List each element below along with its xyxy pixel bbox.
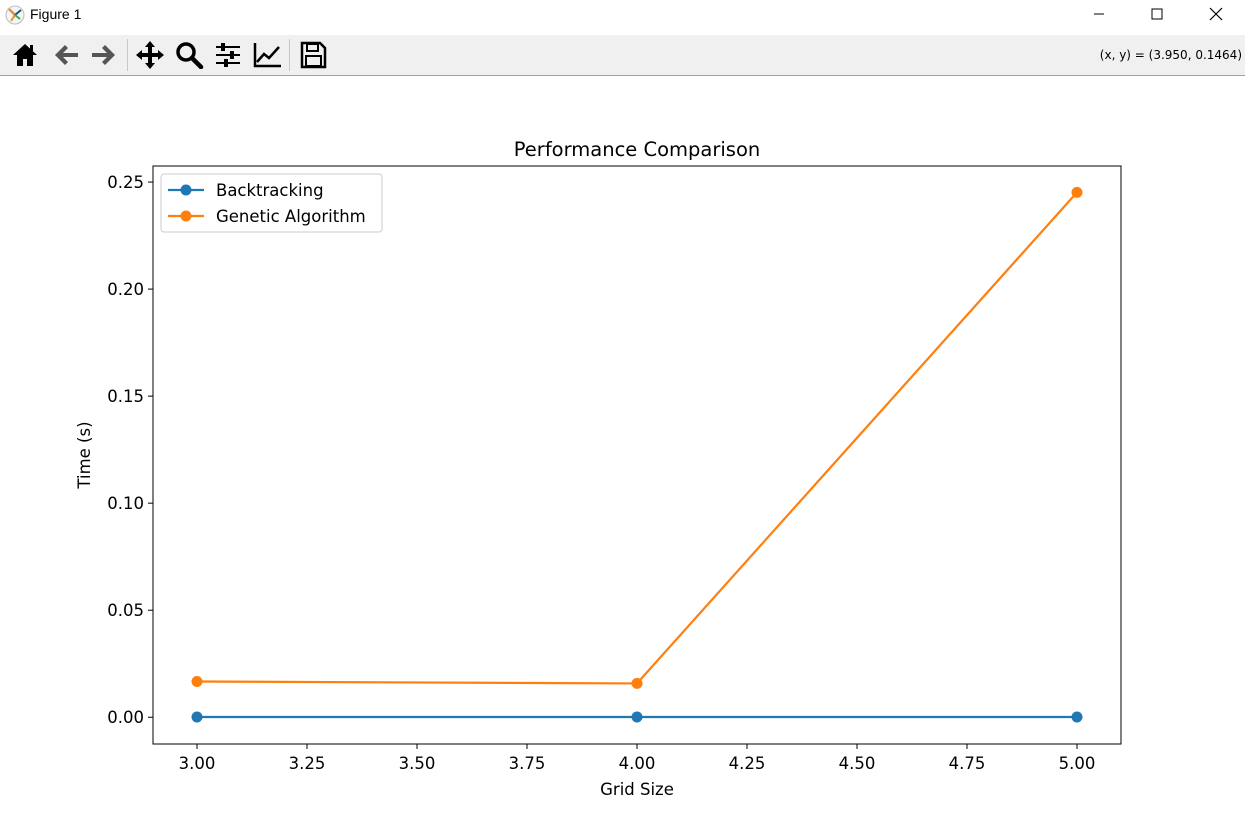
configure-subplots-icon — [216, 43, 240, 67]
toolbar-separator — [127, 39, 128, 71]
series-line — [196, 191, 1078, 685]
window-titlebar: Figure 1 — [0, 0, 1245, 30]
axes-frame — [152, 165, 1122, 745]
x-tick-label: 4.00 — [619, 754, 656, 773]
legend: Backtracking Genetic Algorithm — [160, 173, 383, 233]
legend-label: Backtracking — [216, 181, 324, 200]
back-button[interactable] — [49, 37, 83, 73]
data-point — [631, 711, 643, 723]
y-tick-label: 0.20 — [107, 280, 144, 299]
edit-axes-icon — [253, 43, 281, 68]
maximize-button[interactable] — [1128, 0, 1186, 30]
y-tick-label: 0.10 — [107, 494, 144, 513]
data-point — [191, 675, 203, 687]
close-button[interactable] — [1187, 0, 1245, 30]
y-axis-label: Time (s) — [75, 421, 94, 489]
y-tick-label: 0.00 — [107, 708, 144, 727]
x-tick-label: 3.50 — [399, 754, 436, 773]
home-icon — [13, 44, 37, 66]
close-icon — [1209, 7, 1223, 21]
legend-label: Genetic Algorithm — [216, 207, 366, 226]
zoom-magnifier-icon — [176, 42, 204, 69]
minimize-icon — [1094, 13, 1104, 15]
x-axis-label: Grid Size — [600, 780, 674, 799]
x-tick-label: 4.50 — [839, 754, 876, 773]
line-chart[interactable]: Performance Comparison 3.00 3.25 3.50 3.75 4… — [0, 76, 1245, 826]
customize-button[interactable] — [250, 37, 284, 73]
zoom-button[interactable] — [172, 37, 206, 73]
cursor-coordinates: (x, y) = (3.950, 0.1464) — [1099, 48, 1242, 62]
x-tick-label: 5.00 — [1059, 754, 1096, 773]
y-tick-label: 0.05 — [107, 601, 144, 620]
data-point — [191, 711, 203, 723]
back-arrow-icon — [55, 45, 78, 65]
toolbar-separator — [289, 39, 290, 71]
matplotlib-icon — [5, 5, 25, 25]
data-point — [631, 677, 643, 689]
y-tick-label: 0.25 — [107, 173, 144, 192]
forward-arrow-icon — [92, 45, 115, 65]
legend-marker — [180, 210, 192, 222]
data-point — [1071, 711, 1083, 723]
pan-button[interactable] — [133, 37, 167, 73]
y-tick-label: 0.15 — [107, 387, 144, 406]
axis-ticks: 3.00 3.25 3.50 3.75 4.00 4.25 4.50 4.75 5.00 0.00… — [107, 173, 1095, 773]
x-tick-label: 4.75 — [949, 754, 986, 773]
forward-button[interactable] — [87, 37, 121, 73]
save-button[interactable] — [296, 37, 330, 73]
maximize-icon — [1151, 8, 1163, 20]
save-floppy-icon — [300, 41, 327, 69]
x-tick-label: 3.75 — [509, 754, 546, 773]
navigation-toolbar: (x, y) = (3.950, 0.1464) — [0, 35, 1245, 76]
plot-series — [191, 186, 1083, 723]
data-point — [1071, 186, 1083, 198]
window-title: Figure 1 — [30, 6, 82, 22]
x-tick-label: 4.25 — [729, 754, 766, 773]
x-tick-label: 3.00 — [179, 754, 216, 773]
legend-marker — [180, 184, 192, 196]
minimize-button[interactable] — [1070, 0, 1128, 30]
home-button[interactable] — [8, 37, 42, 73]
chart-title: Performance Comparison — [514, 138, 761, 161]
subplots-button[interactable] — [211, 37, 245, 73]
figure-canvas[interactable]: Performance Comparison 3.00 3.25 3.50 3.75 4… — [0, 76, 1245, 826]
legend-box — [160, 173, 383, 233]
x-tick-label: 3.25 — [289, 754, 326, 773]
pan-move-icon — [136, 41, 164, 69]
